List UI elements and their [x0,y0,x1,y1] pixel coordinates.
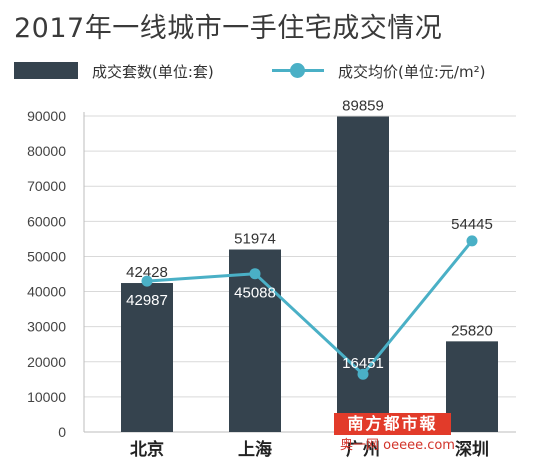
x-tick-label: 北京 [130,439,164,460]
y-tick-label: 20000 [27,354,66,370]
y-tick-label: 40000 [27,284,66,300]
y-tick-label: 10000 [27,389,66,405]
bar-value-label: 25820 [451,322,493,339]
y-tick-label: 50000 [27,248,66,264]
bar [229,249,281,432]
watermark-logo: 南方都市報 [334,413,451,435]
line-point [357,368,369,380]
y-tick-label: 70000 [27,178,66,194]
legend-bar-label: 成交套数(单位:套) [92,63,214,81]
line-value-label: 42987 [126,292,168,309]
y-tick-label: 80000 [27,143,66,159]
y-tick-label: 0 [58,424,66,440]
bar [121,283,173,432]
bar [446,341,498,432]
legend-line-marker [290,63,305,78]
bar-value-label: 51974 [234,231,276,248]
line-value-label: 45088 [234,285,276,302]
line-series [146,239,474,376]
legend: 成交套数(单位:套) 成交均价(单位:元/m²) [0,58,542,82]
bar-value-label: 42428 [126,264,168,281]
y-tick-label: 30000 [27,319,66,335]
bar [337,116,389,433]
watermark-site: 奥一网 oeeee.com [340,438,455,453]
y-tick-label: 60000 [27,213,66,229]
legend-bar-swatch [14,62,78,79]
legend-line-label: 成交均价(单位:元/m²) [338,63,486,81]
chart-title: 2017年一线城市一手住宅成交情况 [14,13,443,44]
x-tick-label: 深圳 [455,439,489,460]
line-point [466,235,478,247]
x-tick-label: 广州 [346,439,380,460]
bar-value-label: 89859 [342,97,384,114]
line-point [141,275,153,287]
line-value-label: 16451 [342,355,384,372]
line-value-label: 54445 [451,216,493,233]
x-tick-label: 上海 [238,439,272,460]
y-tick-label: 90000 [27,108,66,124]
line-point [249,268,261,280]
